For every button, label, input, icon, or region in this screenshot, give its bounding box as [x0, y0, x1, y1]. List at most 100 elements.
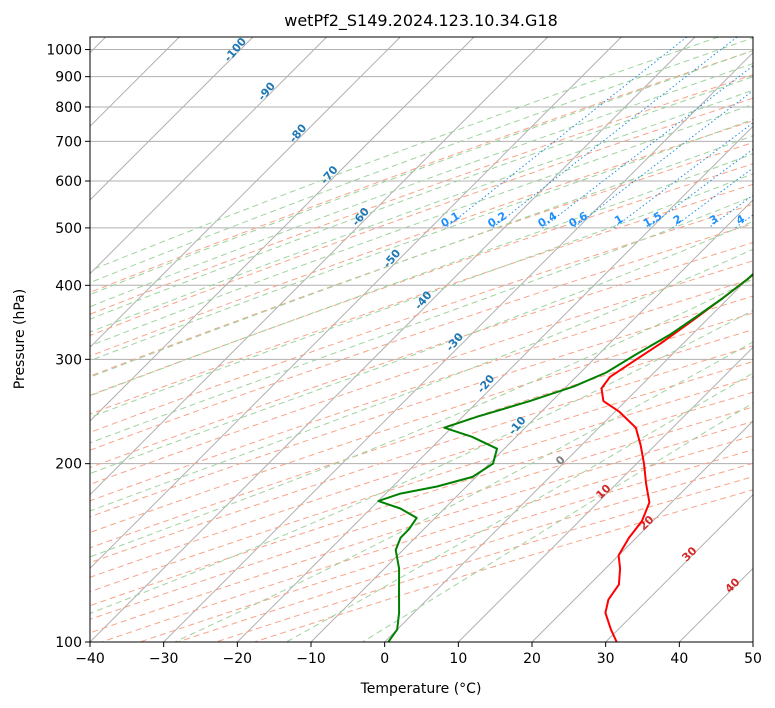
x-tick-label: 20	[523, 651, 541, 667]
moist-adiabat	[90, 173, 753, 418]
moist-adiabat	[90, 37, 753, 284]
isotherm-line	[90, 37, 696, 642]
dry-adiabat	[90, 163, 753, 396]
mixing-ratio-line	[445, 37, 688, 229]
isobar-grid	[90, 49, 753, 642]
dry-adiabat	[90, 329, 753, 549]
mixing-ratio-label: 4	[734, 212, 747, 227]
x-tick-label: −40	[75, 651, 105, 667]
dry-adiabat	[90, 361, 753, 578]
dry-adiabats	[90, 50, 753, 642]
isotherm-line	[531, 420, 753, 642]
dry-adiabat	[90, 241, 753, 469]
mixing-ratio-label: 0.6	[566, 209, 590, 230]
mixing-ratio-label: 1	[612, 212, 625, 227]
isotherm-grid	[90, 37, 753, 642]
moist-adiabat	[90, 278, 753, 558]
sounding-profiles	[377, 272, 753, 642]
mixing-ratio-label: 2	[671, 212, 684, 227]
isotherm-line	[90, 37, 475, 422]
sounding-series-1	[377, 272, 753, 642]
moist-adiabat	[90, 153, 753, 397]
y-tick-label: 600	[55, 174, 82, 190]
moist-adiabat-label: 10	[593, 482, 613, 502]
plot-frame	[89, 36, 754, 643]
y-tick-label: 100	[55, 635, 82, 651]
dry-adiabat-label: -70	[318, 163, 341, 187]
mixing-ratio-line	[492, 37, 738, 229]
isotherm-line	[90, 37, 254, 201]
y-tick-label: 500	[55, 221, 82, 237]
isotherm-line	[752, 641, 753, 642]
dry-adiabat	[90, 203, 753, 433]
mixing-ratio-label: 3	[707, 212, 720, 227]
mixing-ratio-line	[542, 65, 753, 229]
mixing-ratio-label: 1.5	[641, 209, 664, 230]
mixing-ratio-line	[734, 214, 753, 229]
y-tick-label: 300	[55, 352, 82, 368]
y-tick-label: 1000	[46, 43, 82, 59]
isotherm-line	[384, 272, 753, 642]
dry-adiabat-label: -40	[412, 288, 435, 312]
x-tick-label: 10	[449, 651, 467, 667]
moist-adiabat	[90, 220, 753, 475]
dry-adiabat-label: -90	[255, 79, 278, 103]
mixing-ratio-line	[672, 167, 753, 229]
dry-adiabat	[90, 120, 753, 357]
dry-adiabat-label: -60	[349, 205, 372, 229]
isotherm-line	[90, 37, 328, 275]
x-tick-label: −30	[149, 651, 179, 667]
moist-adiabat-label: 30	[679, 544, 699, 564]
dry-adiabat	[90, 391, 753, 607]
moist-adiabat	[90, 195, 753, 444]
y-tick-label: 800	[55, 100, 82, 116]
isotherm-line	[90, 37, 401, 349]
plot-area: 0.10.20.40.611.52346810131620253036-100-…	[90, 37, 753, 642]
x-axis-label: Temperature (°C)	[360, 681, 482, 697]
dry-adiabat	[90, 183, 753, 415]
x-tick-label: 40	[670, 651, 688, 667]
y-tick-label: 400	[55, 278, 82, 294]
isotherm-line	[163, 51, 753, 642]
y-tick-label: 900	[55, 70, 82, 86]
dry-adiabat	[90, 74, 753, 315]
x-tick-label: 30	[597, 651, 615, 667]
moist-adiabats	[90, 37, 753, 642]
dry-adiabat	[90, 278, 753, 502]
dry-adiabat	[90, 295, 753, 518]
moist-adiabat	[90, 50, 753, 296]
x-tick-label: −20	[223, 651, 253, 667]
isotherm-line	[90, 37, 549, 496]
dry-adiabat	[90, 312, 753, 534]
dry-adiabat-label: -20	[475, 372, 498, 396]
x-axis-ticks: −40 −30 −20 −10 0 10 20 30 40 50	[75, 642, 762, 667]
moist-adiabat	[90, 118, 753, 362]
isotherm-line	[310, 199, 753, 642]
dry-adiabat	[90, 142, 753, 377]
x-tick-label: 0	[380, 651, 389, 667]
y-tick-label: 200	[55, 457, 82, 473]
isotherm-line	[236, 125, 753, 642]
moist-adiabat	[90, 103, 753, 347]
mixing-ratio-line	[572, 90, 753, 229]
isotherm-line	[457, 346, 753, 642]
y-axis-label: Pressure (hPa)	[12, 289, 28, 389]
mixing-ratio-label: 0.1	[439, 209, 462, 230]
dry-adiabat	[90, 376, 753, 593]
x-tick-label: 50	[744, 651, 762, 667]
y-tick-label: 700	[55, 134, 82, 150]
moist-adiabat-label: 40	[723, 575, 743, 595]
chart-title: wetPf2_S149.2024.123.10.34.G18	[284, 11, 558, 31]
moist-adiabat	[90, 89, 753, 333]
moist-adiabat	[90, 248, 753, 512]
dry-adiabat-label: -10	[506, 414, 529, 438]
moist-adiabat	[90, 63, 753, 308]
x-tick-label: −10	[296, 651, 326, 667]
dry-adiabat	[90, 97, 753, 337]
dry-adiabat-label: -50	[381, 247, 404, 271]
dry-adiabat	[90, 223, 753, 451]
dry-adiabat-label: -30	[443, 330, 466, 354]
isotherm-line	[90, 37, 622, 570]
dry-adiabat	[90, 260, 753, 485]
